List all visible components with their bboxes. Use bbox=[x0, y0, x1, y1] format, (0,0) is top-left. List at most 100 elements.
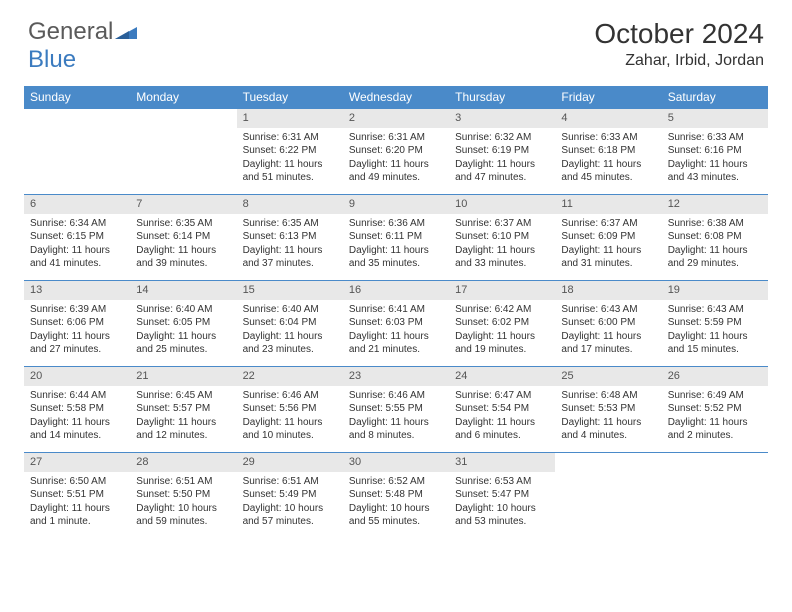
sunrise-line: Sunrise: 6:39 AM bbox=[30, 303, 124, 317]
daylight-line: Daylight: 11 hours and 51 minutes. bbox=[243, 158, 337, 185]
daylight-line: Daylight: 11 hours and 33 minutes. bbox=[455, 244, 549, 271]
calendar-day-cell: 27Sunrise: 6:50 AMSunset: 5:51 PMDayligh… bbox=[24, 453, 130, 539]
day-number: 4 bbox=[555, 109, 661, 128]
sunset-line: Sunset: 5:54 PM bbox=[455, 402, 549, 416]
sunrise-line: Sunrise: 6:46 AM bbox=[243, 389, 337, 403]
calendar-day-cell: 19Sunrise: 6:43 AMSunset: 5:59 PMDayligh… bbox=[662, 281, 768, 367]
day-body: Sunrise: 6:31 AMSunset: 6:22 PMDaylight:… bbox=[237, 128, 343, 193]
day-body: Sunrise: 6:47 AMSunset: 5:54 PMDaylight:… bbox=[449, 386, 555, 451]
daylight-line: Daylight: 11 hours and 23 minutes. bbox=[243, 330, 337, 357]
day-body: Sunrise: 6:34 AMSunset: 6:15 PMDaylight:… bbox=[24, 214, 130, 279]
daylight-line: Daylight: 11 hours and 27 minutes. bbox=[30, 330, 124, 357]
sunset-line: Sunset: 5:55 PM bbox=[349, 402, 443, 416]
calendar-day-cell: 20Sunrise: 6:44 AMSunset: 5:58 PMDayligh… bbox=[24, 367, 130, 453]
daylight-line: Daylight: 11 hours and 17 minutes. bbox=[561, 330, 655, 357]
day-body: Sunrise: 6:40 AMSunset: 6:05 PMDaylight:… bbox=[130, 300, 236, 365]
day-number: 29 bbox=[237, 453, 343, 472]
calendar-day-cell: 15Sunrise: 6:40 AMSunset: 6:04 PMDayligh… bbox=[237, 281, 343, 367]
day-number: 13 bbox=[24, 281, 130, 300]
day-number: 9 bbox=[343, 195, 449, 214]
day-body: Sunrise: 6:45 AMSunset: 5:57 PMDaylight:… bbox=[130, 386, 236, 451]
sunrise-line: Sunrise: 6:34 AM bbox=[30, 217, 124, 231]
day-body: Sunrise: 6:42 AMSunset: 6:02 PMDaylight:… bbox=[449, 300, 555, 365]
sunset-line: Sunset: 6:22 PM bbox=[243, 144, 337, 158]
day-number: 20 bbox=[24, 367, 130, 386]
day-body: Sunrise: 6:39 AMSunset: 6:06 PMDaylight:… bbox=[24, 300, 130, 365]
day-number: 22 bbox=[237, 367, 343, 386]
sunrise-line: Sunrise: 6:48 AM bbox=[561, 389, 655, 403]
daylight-line: Daylight: 11 hours and 10 minutes. bbox=[243, 416, 337, 443]
day-number: 3 bbox=[449, 109, 555, 128]
sunrise-line: Sunrise: 6:33 AM bbox=[561, 131, 655, 145]
weekday-header: Wednesday bbox=[343, 86, 449, 109]
sunrise-line: Sunrise: 6:31 AM bbox=[243, 131, 337, 145]
daylight-line: Daylight: 11 hours and 25 minutes. bbox=[136, 330, 230, 357]
calendar-day-cell: 23Sunrise: 6:46 AMSunset: 5:55 PMDayligh… bbox=[343, 367, 449, 453]
calendar-day-cell bbox=[24, 109, 130, 195]
daylight-line: Daylight: 11 hours and 15 minutes. bbox=[668, 330, 762, 357]
calendar-day-cell: 21Sunrise: 6:45 AMSunset: 5:57 PMDayligh… bbox=[130, 367, 236, 453]
sunset-line: Sunset: 6:11 PM bbox=[349, 230, 443, 244]
calendar-table: SundayMondayTuesdayWednesdayThursdayFrid… bbox=[24, 86, 768, 539]
daylight-line: Daylight: 11 hours and 37 minutes. bbox=[243, 244, 337, 271]
sunrise-line: Sunrise: 6:40 AM bbox=[243, 303, 337, 317]
daylight-line: Daylight: 11 hours and 39 minutes. bbox=[136, 244, 230, 271]
calendar-day-cell: 28Sunrise: 6:51 AMSunset: 5:50 PMDayligh… bbox=[130, 453, 236, 539]
sunrise-line: Sunrise: 6:47 AM bbox=[455, 389, 549, 403]
header: General Blue October 2024 Zahar, Irbid, … bbox=[0, 0, 792, 82]
day-number: 1 bbox=[237, 109, 343, 128]
daylight-line: Daylight: 11 hours and 43 minutes. bbox=[668, 158, 762, 185]
sunset-line: Sunset: 5:52 PM bbox=[668, 402, 762, 416]
day-number: 21 bbox=[130, 367, 236, 386]
daylight-line: Daylight: 11 hours and 19 minutes. bbox=[455, 330, 549, 357]
sunset-line: Sunset: 5:56 PM bbox=[243, 402, 337, 416]
sunrise-line: Sunrise: 6:35 AM bbox=[243, 217, 337, 231]
day-body: Sunrise: 6:33 AMSunset: 6:16 PMDaylight:… bbox=[662, 128, 768, 193]
day-number: 24 bbox=[449, 367, 555, 386]
daylight-line: Daylight: 10 hours and 53 minutes. bbox=[455, 502, 549, 529]
day-body: Sunrise: 6:46 AMSunset: 5:56 PMDaylight:… bbox=[237, 386, 343, 451]
weekday-header: Sunday bbox=[24, 86, 130, 109]
day-body: Sunrise: 6:51 AMSunset: 5:50 PMDaylight:… bbox=[130, 472, 236, 537]
calendar-day-cell bbox=[130, 109, 236, 195]
sunrise-line: Sunrise: 6:46 AM bbox=[349, 389, 443, 403]
calendar-day-cell: 11Sunrise: 6:37 AMSunset: 6:09 PMDayligh… bbox=[555, 195, 661, 281]
daylight-line: Daylight: 11 hours and 2 minutes. bbox=[668, 416, 762, 443]
calendar-day-cell: 14Sunrise: 6:40 AMSunset: 6:05 PMDayligh… bbox=[130, 281, 236, 367]
day-number: 12 bbox=[662, 195, 768, 214]
sunrise-line: Sunrise: 6:38 AM bbox=[668, 217, 762, 231]
sunrise-line: Sunrise: 6:37 AM bbox=[455, 217, 549, 231]
day-body: Sunrise: 6:37 AMSunset: 6:10 PMDaylight:… bbox=[449, 214, 555, 279]
month-title: October 2024 bbox=[594, 18, 764, 50]
day-body: Sunrise: 6:53 AMSunset: 5:47 PMDaylight:… bbox=[449, 472, 555, 537]
sunrise-line: Sunrise: 6:31 AM bbox=[349, 131, 443, 145]
sunset-line: Sunset: 6:00 PM bbox=[561, 316, 655, 330]
daylight-line: Daylight: 11 hours and 31 minutes. bbox=[561, 244, 655, 271]
sunset-line: Sunset: 6:02 PM bbox=[455, 316, 549, 330]
daylight-line: Daylight: 11 hours and 12 minutes. bbox=[136, 416, 230, 443]
sunset-line: Sunset: 6:14 PM bbox=[136, 230, 230, 244]
daylight-line: Daylight: 11 hours and 6 minutes. bbox=[455, 416, 549, 443]
sunrise-line: Sunrise: 6:45 AM bbox=[136, 389, 230, 403]
calendar-day-cell: 22Sunrise: 6:46 AMSunset: 5:56 PMDayligh… bbox=[237, 367, 343, 453]
sunrise-line: Sunrise: 6:52 AM bbox=[349, 475, 443, 489]
sunrise-line: Sunrise: 6:50 AM bbox=[30, 475, 124, 489]
sunset-line: Sunset: 5:59 PM bbox=[668, 316, 762, 330]
day-body: Sunrise: 6:43 AMSunset: 6:00 PMDaylight:… bbox=[555, 300, 661, 365]
calendar-day-cell: 18Sunrise: 6:43 AMSunset: 6:00 PMDayligh… bbox=[555, 281, 661, 367]
weekday-header: Friday bbox=[555, 86, 661, 109]
sunset-line: Sunset: 5:47 PM bbox=[455, 488, 549, 502]
day-body: Sunrise: 6:32 AMSunset: 6:19 PMDaylight:… bbox=[449, 128, 555, 193]
sunset-line: Sunset: 6:04 PM bbox=[243, 316, 337, 330]
weekday-header: Tuesday bbox=[237, 86, 343, 109]
sunset-line: Sunset: 6:09 PM bbox=[561, 230, 655, 244]
calendar-day-cell: 3Sunrise: 6:32 AMSunset: 6:19 PMDaylight… bbox=[449, 109, 555, 195]
calendar-day-cell: 1Sunrise: 6:31 AMSunset: 6:22 PMDaylight… bbox=[237, 109, 343, 195]
sunset-line: Sunset: 6:08 PM bbox=[668, 230, 762, 244]
sunrise-line: Sunrise: 6:53 AM bbox=[455, 475, 549, 489]
daylight-line: Daylight: 11 hours and 8 minutes. bbox=[349, 416, 443, 443]
calendar-day-cell: 24Sunrise: 6:47 AMSunset: 5:54 PMDayligh… bbox=[449, 367, 555, 453]
sunrise-line: Sunrise: 6:40 AM bbox=[136, 303, 230, 317]
sunrise-line: Sunrise: 6:42 AM bbox=[455, 303, 549, 317]
daylight-line: Daylight: 11 hours and 41 minutes. bbox=[30, 244, 124, 271]
